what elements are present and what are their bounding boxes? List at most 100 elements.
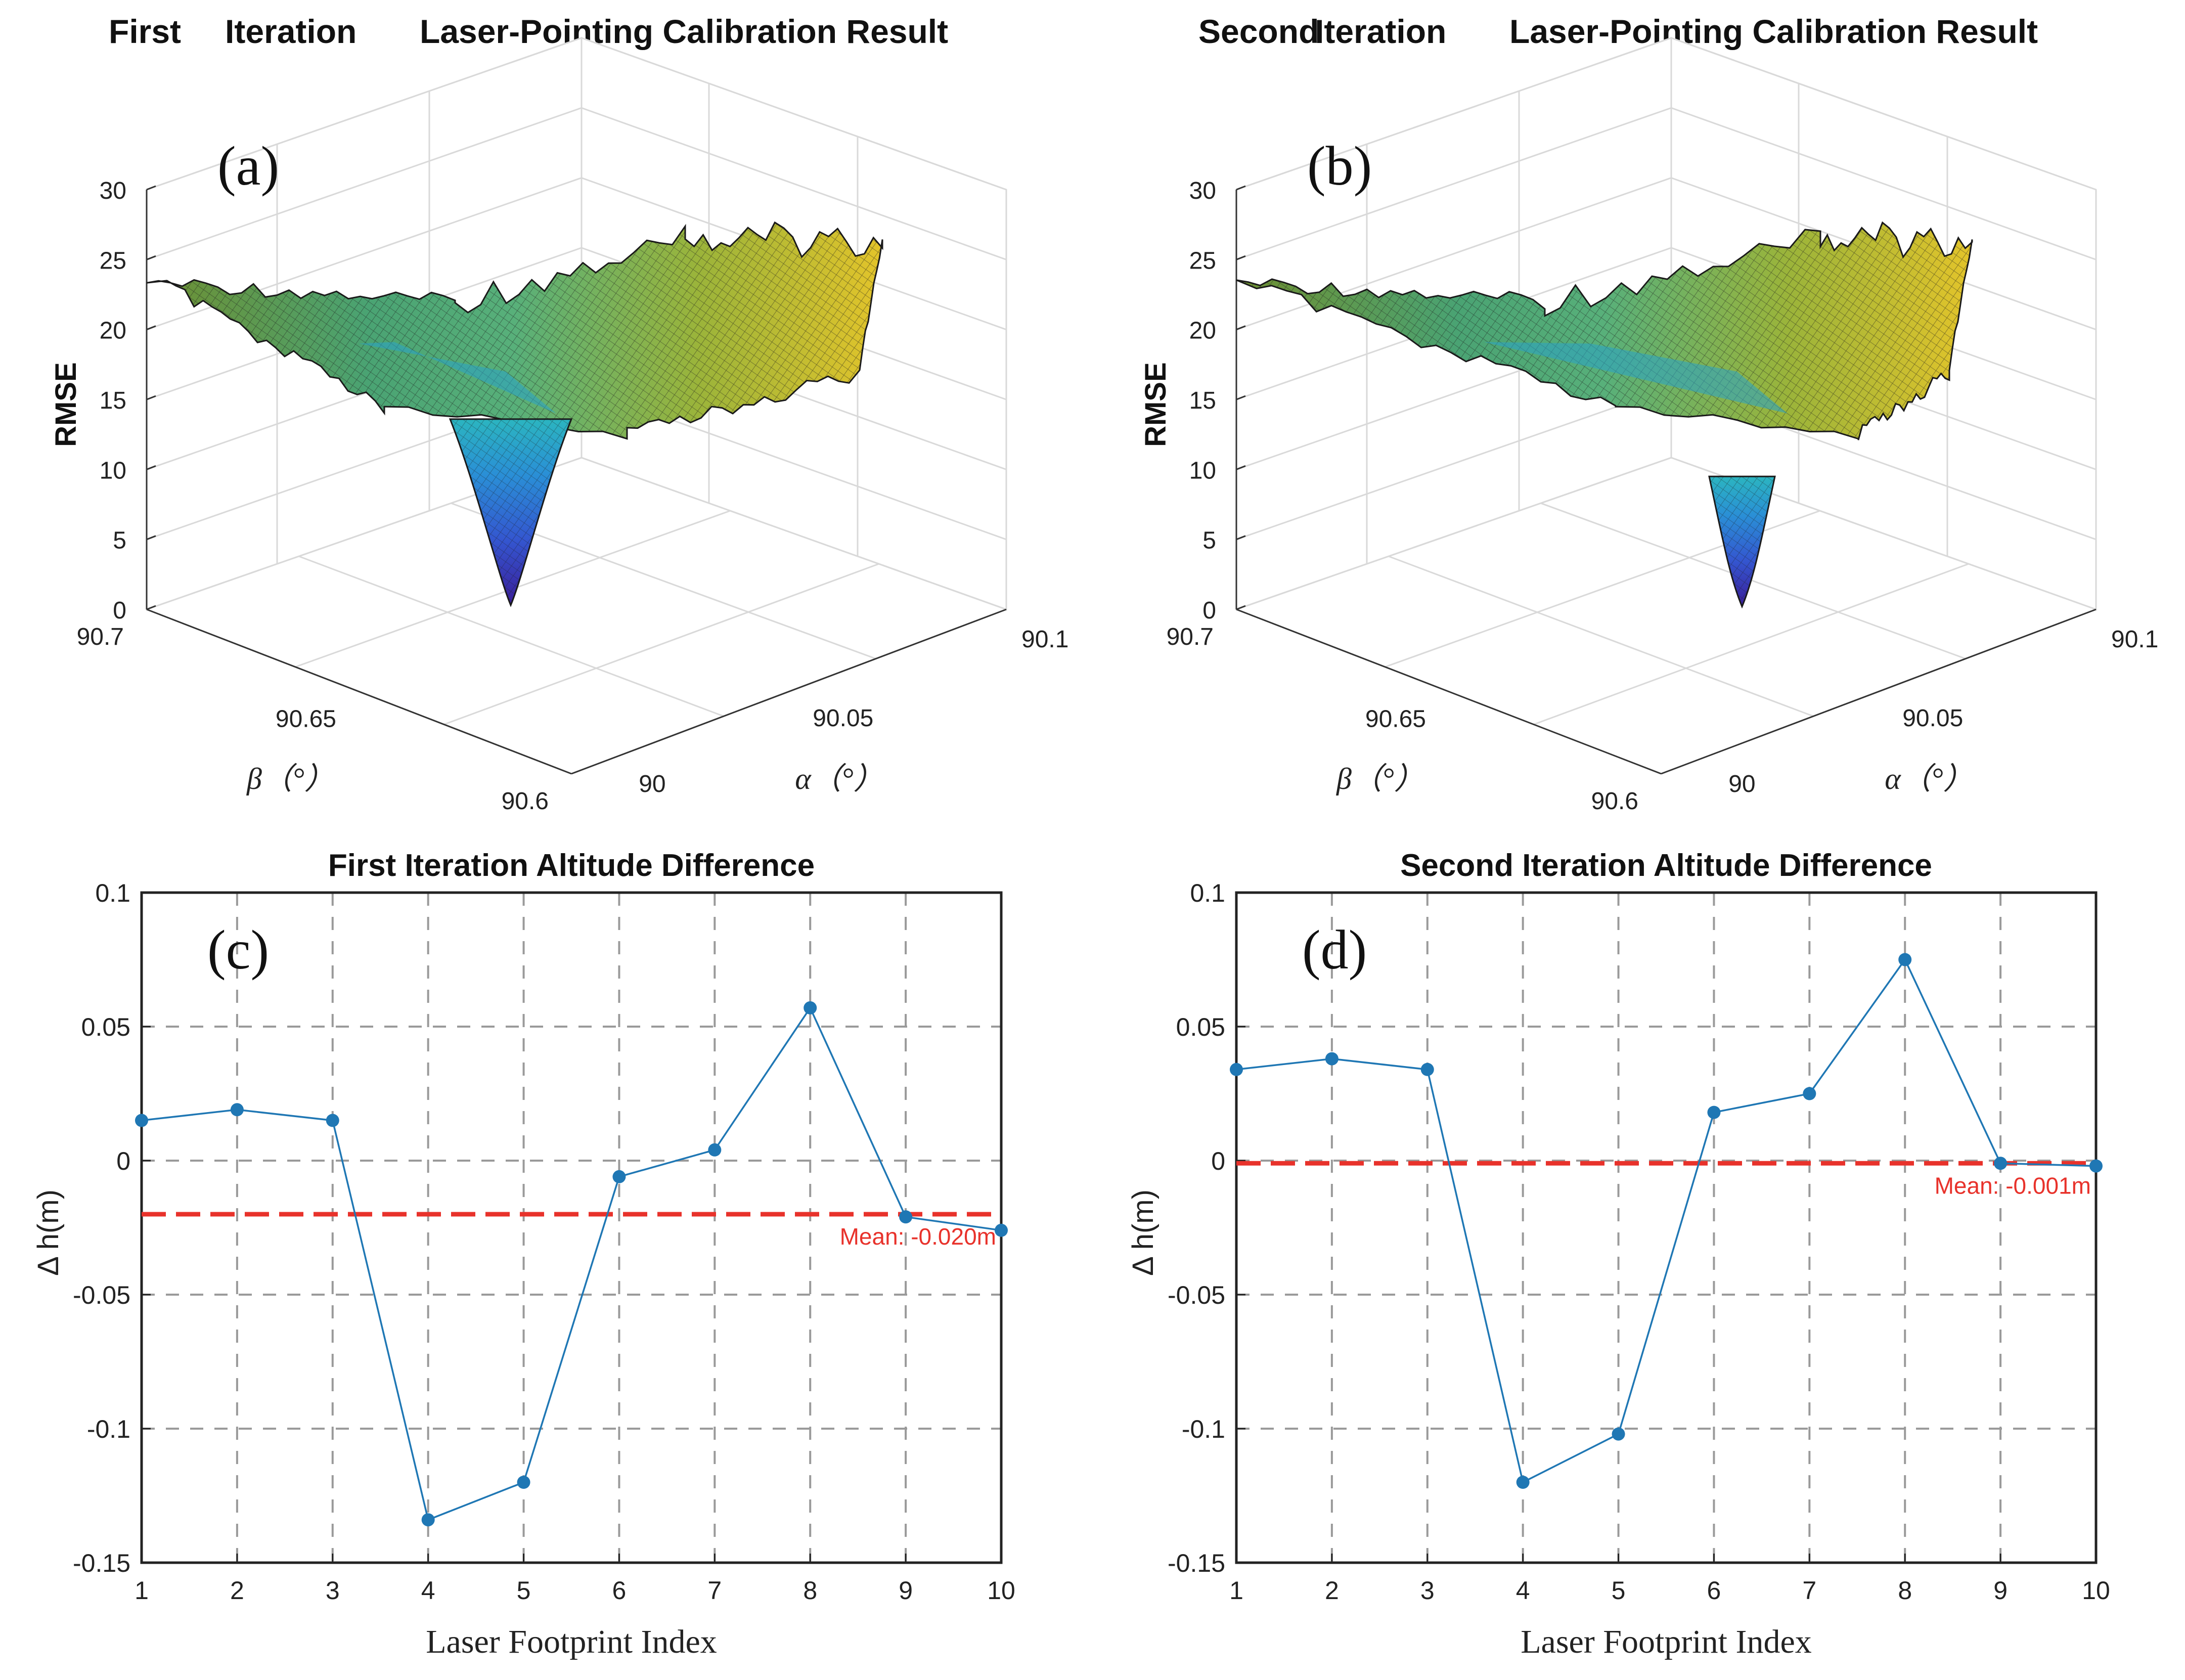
chart-title: First Iteration Altitude Difference (328, 848, 815, 883)
plot-frame (1235, 891, 2098, 1564)
y-tick-label: -0.15 (1168, 1549, 1225, 1577)
z-tick (146, 465, 156, 470)
panel-label: (d) (1302, 919, 1367, 981)
z-axis-label: RMSE (50, 362, 82, 447)
beta-tick-label: 90.65 (276, 706, 336, 733)
panel-label: (c) (207, 919, 269, 981)
z-axis-label: RMSE (1139, 362, 1172, 447)
x-tick-label: 9 (1993, 1576, 2008, 1605)
x-tick-label: 10 (987, 1576, 1015, 1605)
x-tick-label: 7 (1802, 1576, 1816, 1605)
z-tick-label: 10 (100, 457, 126, 484)
alpha-tick-label: 90 (1728, 771, 1755, 798)
floor-gridline (1388, 555, 1814, 717)
alpha-axis-line (1661, 608, 2097, 775)
y-tick-label: 0 (1211, 1147, 1225, 1175)
z-tick-label: 25 (1189, 247, 1216, 274)
data-point (2089, 1159, 2103, 1173)
z-tick (1236, 465, 1246, 470)
beta-axis-label: β（°） (1336, 762, 1424, 795)
series-line (141, 1006, 1002, 1521)
z-gridline (1236, 247, 2097, 401)
x-tick-label: 4 (421, 1576, 435, 1605)
alpha-tick-label: 90.1 (2111, 626, 2158, 653)
beta-tick-label: 90.65 (1365, 706, 1426, 733)
chart-title-part3: Laser-Pointing Calibration Result (1509, 13, 2038, 50)
beta-tick-label: 90.6 (1591, 788, 1638, 815)
data-point (612, 1170, 626, 1183)
z-tick (1236, 185, 1246, 191)
alpha-tick-label: 90 (639, 771, 665, 798)
chart-title-part2: Iteration (225, 13, 356, 50)
data-point (1803, 1087, 1816, 1100)
y-tick-label: -0.1 (1182, 1415, 1225, 1443)
z-gridline (1236, 107, 2097, 260)
data-point (1516, 1476, 1530, 1489)
rmse-funnel-mesh (1709, 476, 1775, 607)
data-point (1325, 1052, 1339, 1066)
z-tick-label: 0 (113, 597, 126, 624)
chart-title-part1: First (109, 13, 181, 50)
x-tick-label: 7 (707, 1576, 722, 1605)
z-gridline (146, 457, 1007, 610)
data-point (995, 1223, 1008, 1237)
z-gridline (1236, 457, 2097, 610)
z-tick (146, 535, 156, 541)
plot-area (142, 893, 1001, 1563)
data-point (708, 1143, 722, 1157)
data-point (421, 1513, 435, 1527)
z-tick-label: 5 (1202, 527, 1216, 554)
z-tick-label: 20 (1189, 318, 1216, 344)
data-point (1898, 953, 1912, 966)
z-tick-label: 5 (113, 527, 126, 554)
floor-gridline (443, 563, 879, 725)
line-panel-c: First Iteration Altitude Difference 1 2 3 4 5… (32, 848, 1015, 1660)
x-axis-label: Laser Footprint Index (1521, 1623, 1812, 1660)
series-line (1236, 958, 2097, 1484)
alpha-axis-label: α（°） (795, 762, 884, 795)
chart-title-part3: Laser-Pointing Calibration Result (420, 13, 948, 50)
y-tick-label: 0 (116, 1147, 130, 1175)
surface-panel-a: First Iteration Laser-Pointing Calibration… (50, 13, 1068, 815)
z-tick-label: 15 (1189, 387, 1216, 414)
panel-label: (b) (1307, 135, 1372, 197)
z-tick (1236, 605, 1246, 610)
y-axis-label: Δ h(m) (1127, 1189, 1160, 1276)
y-tick-label: 0.1 (95, 879, 130, 907)
z-gridline (1236, 37, 2097, 191)
x-tick-label: 8 (803, 1576, 817, 1605)
y-tick-label: 0.05 (81, 1013, 130, 1041)
data-point (804, 1001, 817, 1014)
z-tick (1236, 255, 1246, 260)
chart-title-part2: Iteration (1315, 13, 1446, 50)
x-tick-label: 8 (1898, 1576, 1912, 1605)
z-tick (146, 395, 156, 401)
alpha-axis-label: α（°） (1885, 762, 1974, 795)
x-tick-label: 2 (1325, 1576, 1339, 1605)
surface-valley-shade (1484, 342, 1788, 414)
alpha-axis-line (571, 608, 1007, 775)
data-point (517, 1476, 530, 1489)
beta-tick-label: 90.7 (1167, 624, 1214, 650)
x-tick-label: 1 (1229, 1576, 1243, 1605)
floor-gridline (1533, 563, 1969, 725)
y-axis-label: Δ h(m) (32, 1189, 65, 1276)
data-point (230, 1103, 244, 1117)
floor-gridline (298, 555, 724, 717)
data-point (1994, 1157, 2008, 1170)
alpha-tick-label: 90.05 (1902, 705, 1963, 732)
x-tick-label: 6 (1707, 1576, 1721, 1605)
y-tick-label: -0.05 (1168, 1281, 1225, 1309)
data-point (899, 1210, 913, 1224)
z-tick (146, 325, 156, 331)
plot-area (1236, 893, 2096, 1563)
z-tick-label: 25 (100, 247, 126, 274)
z-tick (1236, 535, 1246, 541)
x-tick-label: 2 (230, 1576, 244, 1605)
beta-axis-label: β（°） (246, 762, 335, 795)
z-tick (146, 255, 156, 260)
x-tick-label: 6 (612, 1576, 627, 1605)
